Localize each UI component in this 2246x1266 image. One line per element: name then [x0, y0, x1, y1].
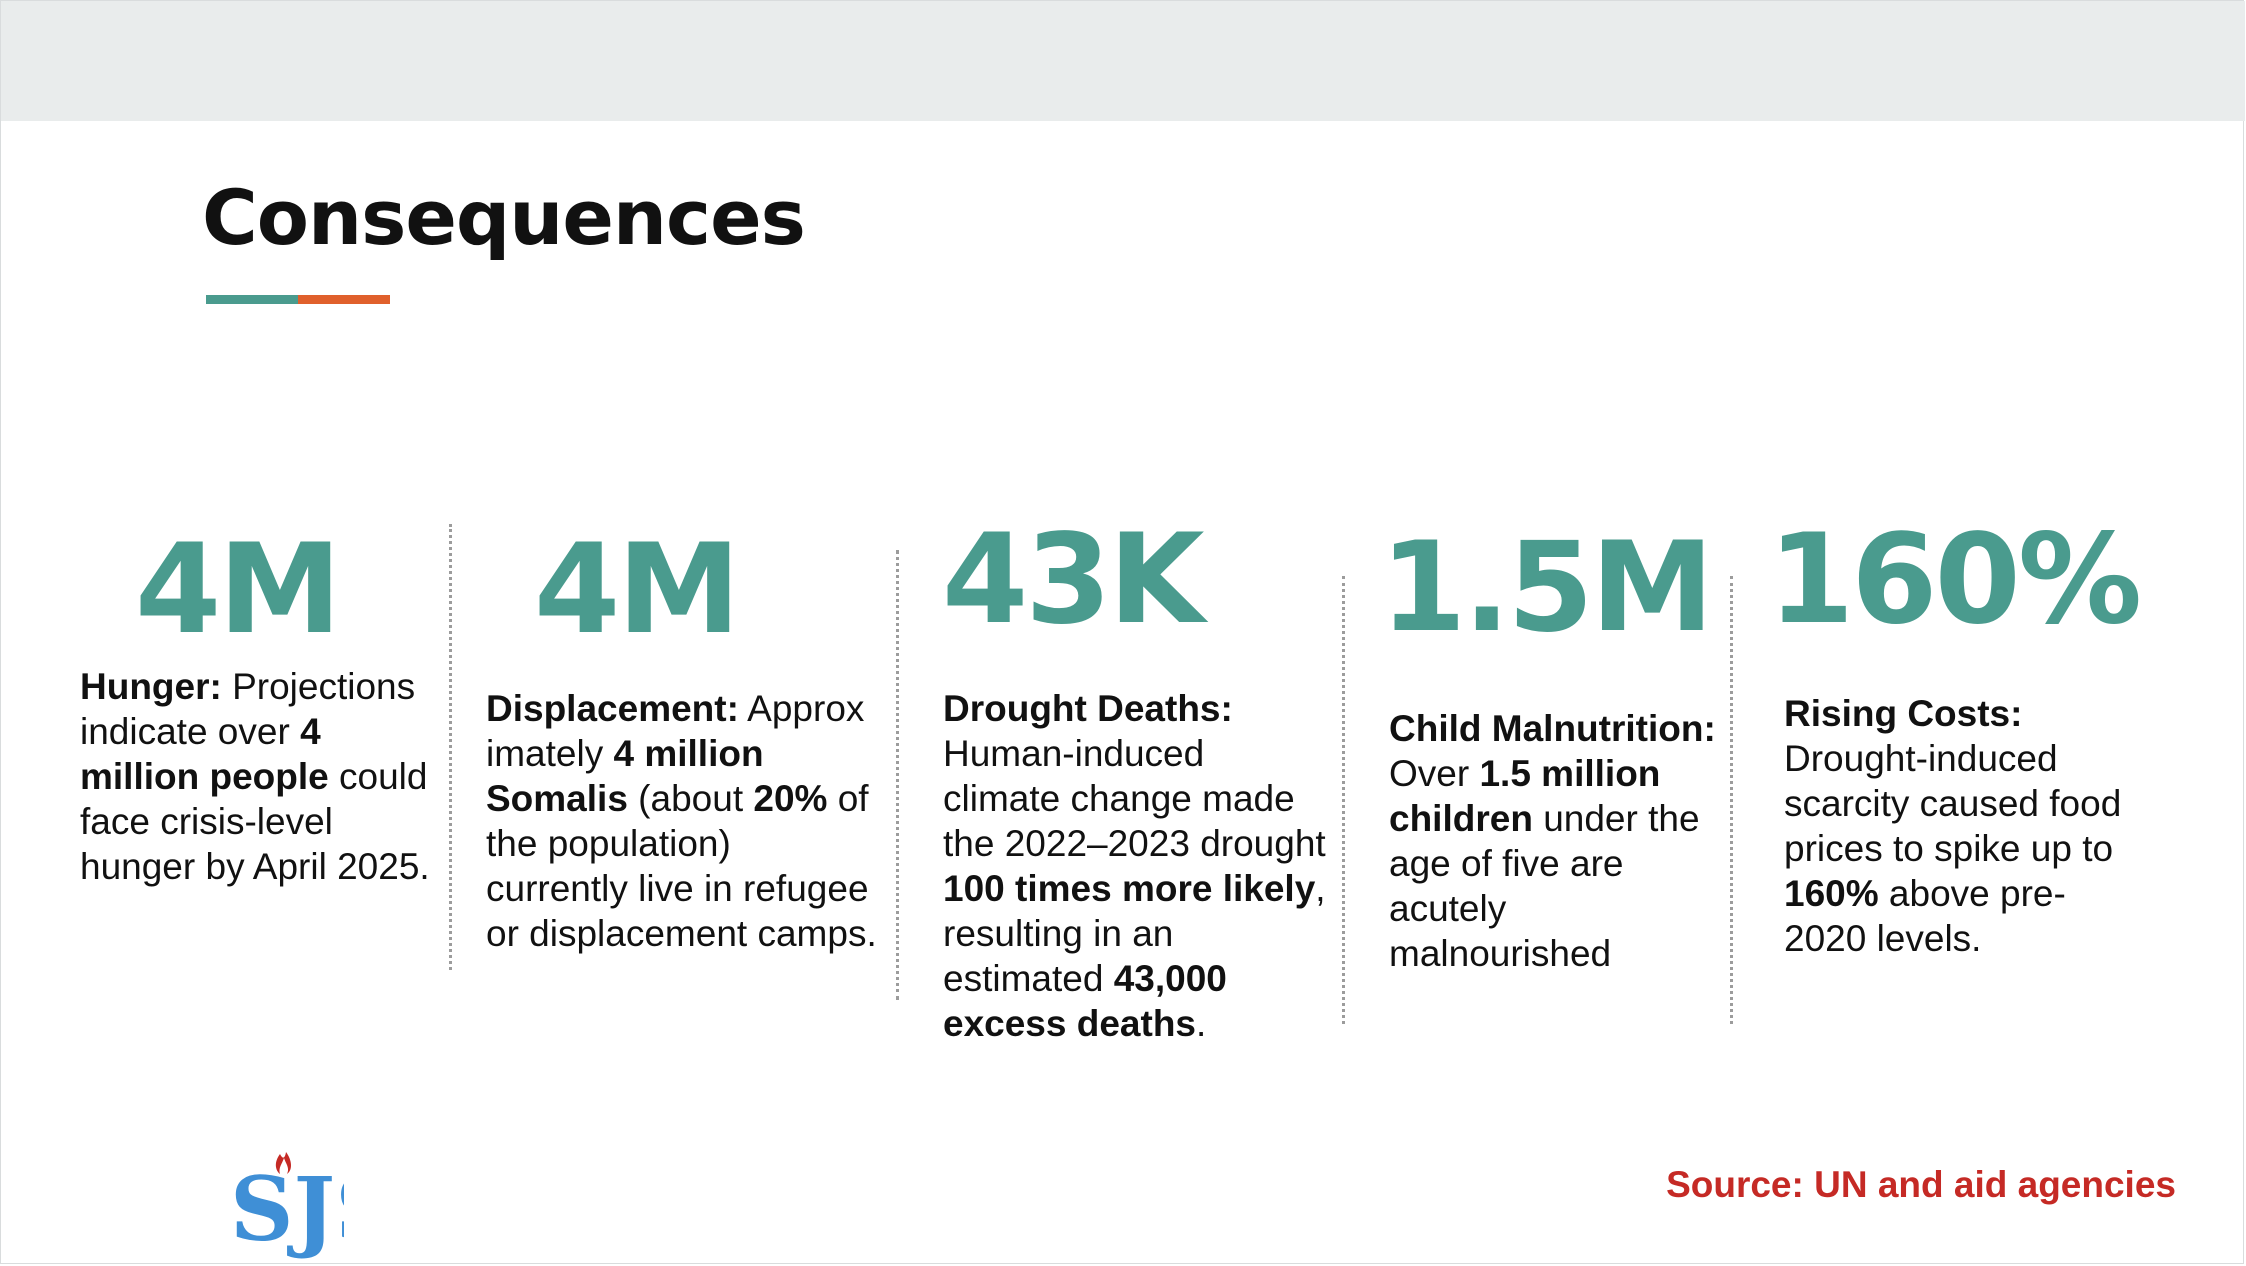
- stat-highlight: 160%: [1784, 873, 1879, 914]
- logo-text: SJS: [230, 1157, 344, 1260]
- stat-label: Drought Deaths:: [943, 688, 1233, 729]
- source-note: Source: UN and aid agencies: [1666, 1164, 2176, 1205]
- stat-text-displacement: Displacement: Approx imately 4 million S…: [486, 686, 881, 956]
- stat-highlight: 100 times more likely: [943, 868, 1316, 909]
- stat-highlight: 1.5 million children: [1389, 753, 1661, 839]
- stat-body-text: Drought-induced scarcity caused food pri…: [1784, 738, 2122, 869]
- divider-2: [896, 550, 899, 1000]
- divider-4: [1730, 576, 1733, 1024]
- logo-flame: [275, 1152, 292, 1174]
- stat-number-rising-costs: 160%: [1768, 508, 2142, 652]
- stat-label: Hunger:: [80, 666, 222, 707]
- stat-highlight: 4 million people: [80, 711, 329, 797]
- stat-body-text: , resulting in an estimated: [943, 868, 1326, 999]
- stat-label: Displacement:: [486, 688, 739, 729]
- stat-text-child-malnutrition: Child Malnutrition: Over 1.5 million chi…: [1389, 706, 1729, 976]
- stat-text-drought-deaths: Drought Deaths: Human-induced climate ch…: [943, 686, 1328, 1046]
- stat-number-displacement: 4M: [534, 518, 741, 662]
- stat-label: Rising Costs:: [1784, 693, 2023, 734]
- stat-body-text: Projections indicate over: [80, 666, 416, 752]
- top-band: [1, 1, 2245, 121]
- flame-logo-icon: SJS: [230, 1152, 344, 1260]
- stat-body-text: Human-induced climate change made the 20…: [943, 733, 1326, 864]
- stat-text-hunger: Hunger: Projections indicate over 4 mill…: [80, 664, 445, 889]
- stat-number-hunger: 4M: [135, 518, 342, 662]
- stat-highlight: 4 million Somalis: [486, 733, 764, 819]
- stat-text-rising-costs: Rising Costs: Drought-induced scarcity c…: [1784, 691, 2129, 961]
- stat-body-text: could face crisis-level hunger by April …: [80, 756, 430, 887]
- stat-body-text: Over: [1389, 753, 1480, 794]
- stat-body-text: .: [1196, 1003, 1207, 1044]
- title-underline-teal: [206, 295, 298, 304]
- stat-body-text: (about: [627, 778, 754, 819]
- stat-highlight: 20%: [753, 778, 828, 819]
- stat-label: Child Malnutrition:: [1389, 708, 1716, 749]
- divider-3: [1342, 576, 1345, 1024]
- stat-highlight: 43,000 excess deaths: [943, 958, 1227, 1044]
- title-underline-orange: [298, 295, 390, 304]
- stat-body-text: under the age of five are acutely malnou…: [1389, 798, 1700, 974]
- page-title: Consequences: [202, 173, 806, 262]
- stat-number-child-malnutrition: 1.5M: [1380, 516, 1714, 660]
- stat-number-drought-deaths: 43K: [942, 508, 1205, 652]
- stat-body-text: Approx imately: [486, 688, 865, 774]
- stat-body-text: above pre-2020 levels.: [1784, 873, 2066, 959]
- divider-1: [449, 524, 452, 970]
- stat-body-text: of the population) currently live in ref…: [486, 778, 877, 954]
